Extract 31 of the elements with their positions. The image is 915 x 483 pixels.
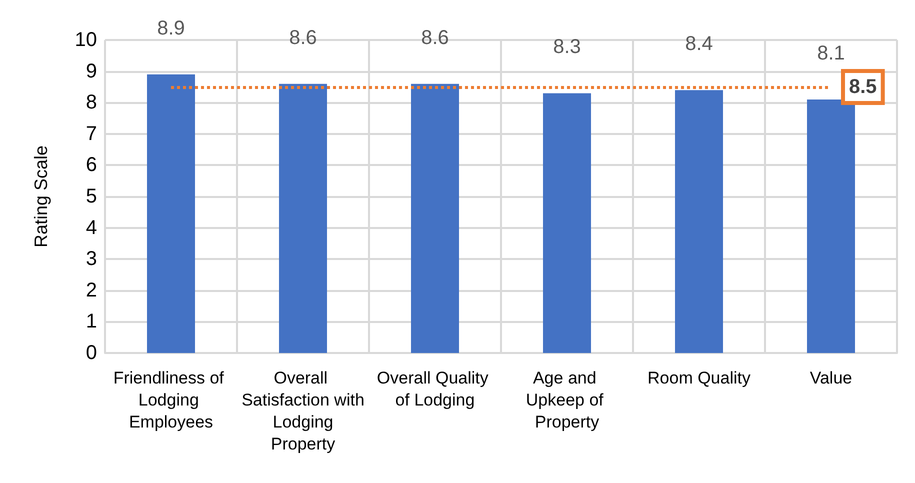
y-tick-label: 0 [86,342,97,364]
x-tick-label: Value [810,368,852,388]
bar [543,93,591,353]
x-tick-label: Friendliness of Lodging Employees [113,368,229,432]
ref-line-label: 8.5 [849,76,877,98]
y-tick-label: 7 [86,122,97,145]
y-tick-label: 10 [74,29,97,51]
y-axis-title: Rating Scale [31,145,51,248]
data-label: 8.3 [553,36,581,58]
y-tick-label: 5 [86,186,97,208]
x-tick-label: Overall Satisfaction with Lodging Property [242,368,364,454]
y-tick-label: 4 [86,216,97,239]
data-label: 8.4 [685,33,713,56]
data-label: 8.6 [421,26,449,49]
x-tick-label: Room Quality [648,368,751,388]
y-tick-label: 1 [86,310,97,333]
bar [807,99,855,353]
data-label: 8.1 [817,42,845,64]
x-tick-label: Age and Upkeep of Property [526,368,608,432]
x-tick-label: Overall Quality of Lodging [376,368,494,410]
bar [411,84,459,353]
y-tick-label: 9 [86,60,97,82]
data-label: 8.6 [289,26,317,49]
y-tick-label: 2 [86,279,97,302]
bar [147,74,195,353]
bar [279,84,327,353]
y-tick-label: 6 [86,154,97,176]
y-tick-label: 8 [86,92,97,114]
y-tick-label: 3 [86,248,97,270]
bar [675,90,723,353]
data-label: 8.9 [157,17,185,40]
